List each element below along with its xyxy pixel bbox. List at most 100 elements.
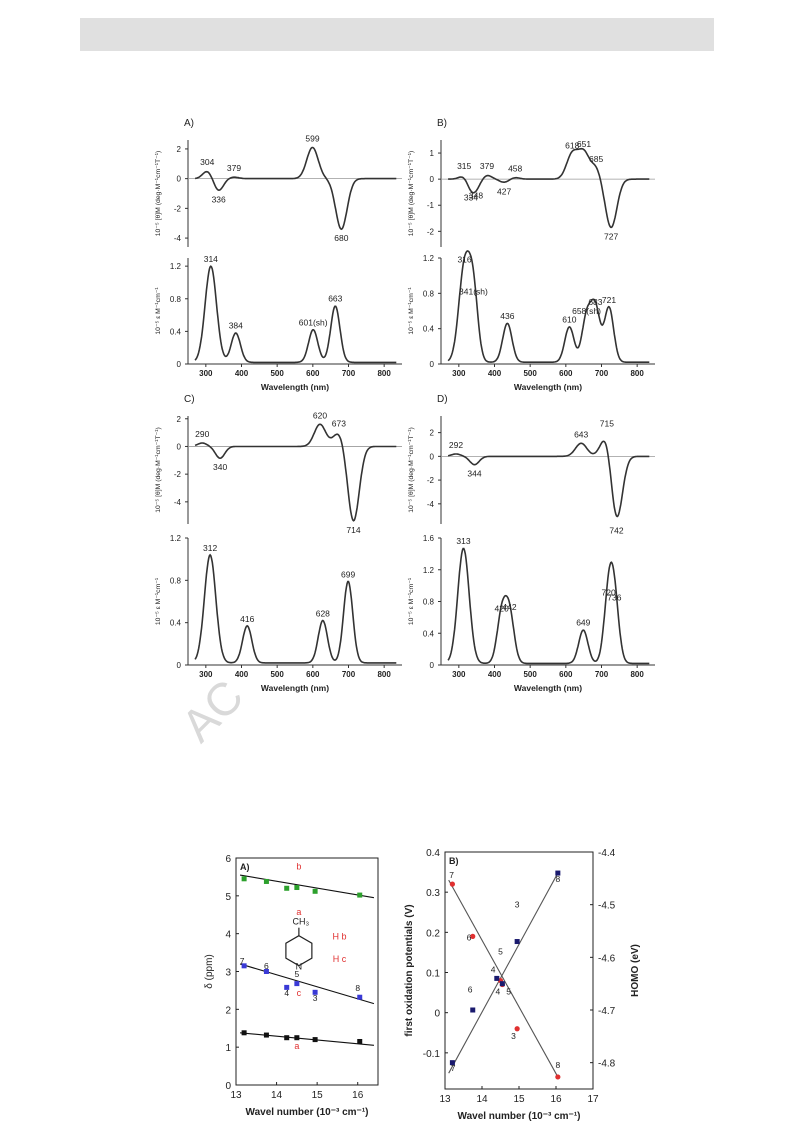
- fit-line: [448, 872, 559, 1074]
- x-tick-label: 300: [452, 369, 466, 378]
- peak-label: 601(sh): [299, 317, 328, 327]
- point-label: 4: [496, 987, 501, 997]
- data-point: [555, 870, 561, 876]
- peak-label: 313: [456, 536, 470, 546]
- peak-label: 742: [609, 526, 623, 536]
- data-point: [241, 876, 247, 882]
- peak-label: 316: [457, 255, 471, 265]
- point-label: 7: [449, 870, 454, 880]
- y-tick-label: 1.2: [423, 566, 435, 575]
- data-point: [284, 1035, 290, 1041]
- y-tick-label: 0.4: [170, 619, 182, 628]
- panel-label: C): [184, 394, 195, 405]
- data-point: [555, 1074, 561, 1080]
- panel-label: A): [240, 862, 250, 872]
- peak-label: 680: [334, 233, 348, 243]
- y-tick-label: 1: [430, 149, 435, 158]
- y-tick-label: 0.4: [170, 327, 182, 336]
- x-tick-label: 600: [559, 670, 573, 679]
- y-tick-label: -0.1: [423, 1049, 441, 1060]
- peak-label: 290: [195, 429, 209, 439]
- peak-label: 720: [602, 588, 616, 598]
- y2-tick-label: -4.6: [598, 953, 616, 964]
- peak-label: 436: [500, 311, 514, 321]
- y-tick-label: 1.6: [423, 534, 435, 543]
- y2-tick-label: -4.8: [598, 1059, 616, 1070]
- peak-label: 416: [240, 614, 254, 624]
- proton-label: a: [296, 907, 301, 917]
- data-point: [263, 969, 269, 974]
- x-tick-label: 700: [342, 670, 356, 679]
- y-tick-label: 0.4: [423, 325, 435, 334]
- peak-label: 379: [227, 163, 241, 173]
- x-tick-label: 300: [199, 670, 213, 679]
- x-tick-label: 16: [550, 1094, 562, 1105]
- plot-frame: [444, 851, 594, 1090]
- x-tick-label: 14: [476, 1094, 488, 1105]
- spectrum-line: [194, 553, 397, 664]
- data-point: [449, 1060, 455, 1066]
- y2-tick-label: -4.7: [598, 1006, 616, 1017]
- point-label: 3: [511, 1031, 516, 1041]
- x-tick-label: 17: [587, 1094, 599, 1105]
- x-axis-label: Wavel number (10⁻³ cm⁻¹): [246, 1107, 369, 1118]
- data-point: [263, 878, 269, 884]
- peak-label: 420: [495, 603, 509, 613]
- data-point: [514, 1026, 520, 1032]
- y-axis-label: first oxidation potentials (V): [404, 904, 415, 1036]
- y-tick-label: 0.4: [426, 848, 440, 859]
- data-point: [470, 933, 476, 939]
- y-axis-label: 10⁻⁵ ε M⁻¹cm⁻¹: [155, 287, 162, 335]
- y-tick-label: 0: [430, 360, 435, 369]
- y-tick-label: 0: [430, 661, 435, 670]
- x-tick-label: 16: [352, 1090, 364, 1101]
- x-tick-label: 800: [377, 670, 391, 679]
- data-point: [241, 963, 247, 969]
- spectrum-line: [194, 265, 397, 364]
- data-point: [284, 885, 290, 891]
- header-bar: [80, 18, 714, 51]
- x-tick-label: 15: [312, 1090, 324, 1101]
- fit-line: [239, 874, 375, 899]
- y-tick-label: -4: [174, 498, 182, 507]
- peak-label: 618: [565, 140, 579, 150]
- y-tick-label: 0: [177, 661, 182, 670]
- x-tick-label: 400: [235, 670, 249, 679]
- peak-label: 292: [449, 440, 463, 450]
- data-point: [357, 994, 363, 1000]
- y-tick-label: -2: [427, 227, 435, 236]
- data-point: [263, 1032, 269, 1038]
- y-axis-label: 10⁻⁵ [θ]M (deg·M⁻¹cm⁻¹T⁻¹): [408, 151, 415, 237]
- peak-label: 643: [574, 429, 588, 439]
- peak-label: 334: [464, 192, 478, 202]
- y-tick-label: 0: [177, 175, 182, 184]
- point-label: 8: [555, 1060, 560, 1070]
- x-tick-label: 500: [270, 369, 284, 378]
- y-tick-label: 1.2: [170, 262, 182, 271]
- peak-label: 736: [607, 592, 621, 602]
- y-tick-label: -2: [427, 476, 435, 485]
- x-axis-label: Wavelength (nm): [261, 683, 329, 693]
- point-label: 5: [498, 946, 503, 956]
- data-point: [241, 1030, 247, 1036]
- peak-label: 427: [497, 186, 511, 196]
- y-tick-label: -4: [174, 234, 182, 243]
- y-tick-label: 2: [430, 429, 435, 438]
- y-tick-label: 0: [430, 175, 435, 184]
- peak-label: 312: [203, 543, 217, 553]
- point-label: 6: [264, 961, 269, 971]
- y-tick-label: 0.8: [423, 598, 435, 607]
- x-tick-label: 500: [270, 670, 284, 679]
- x-tick-label: 14: [271, 1090, 283, 1101]
- y-tick-label: 0.2: [426, 928, 440, 939]
- x-tick-label: 600: [306, 369, 320, 378]
- peak-label: 663: [328, 294, 342, 304]
- peak-label: 304: [200, 157, 214, 167]
- y2-tick-label: -4.5: [598, 901, 616, 912]
- peak-label: 379: [480, 161, 494, 171]
- y-tick-label: -2: [174, 204, 182, 213]
- y-tick-label: 4: [225, 930, 231, 941]
- y-tick-label: 0.3: [426, 888, 440, 899]
- fit-line: [240, 1032, 374, 1046]
